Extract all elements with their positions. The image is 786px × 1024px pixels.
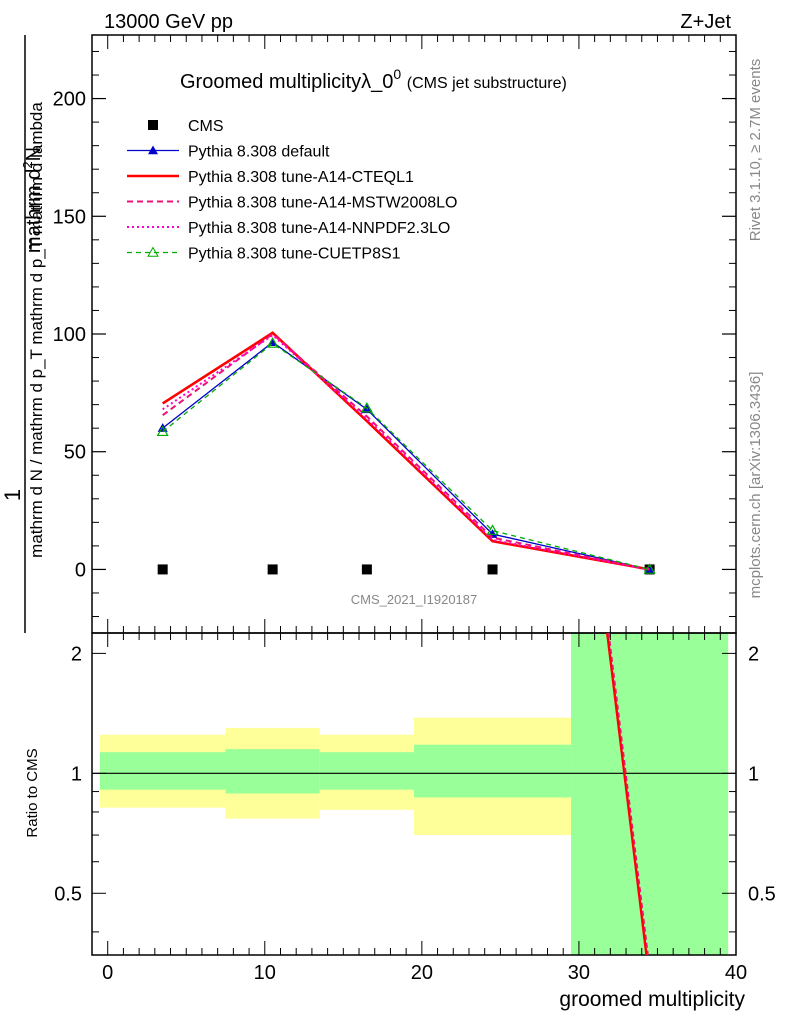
legend-label-0: CMS: [188, 118, 224, 135]
ratio-band-inner: [571, 633, 729, 955]
ratio-y-axis-label: Ratio to CMS: [24, 748, 41, 837]
ratio-y-tick-label-right: 2: [748, 643, 759, 665]
y-tick-label: 200: [53, 89, 86, 111]
y-tick-label: 100: [53, 324, 86, 346]
x-tick-label: 10: [254, 962, 276, 984]
ratio-line-1: [607, 632, 649, 956]
ratio-band-inner: [99, 752, 226, 790]
x-tick-label: 40: [725, 962, 747, 984]
series-marker-5: [156, 425, 169, 437]
ratio-band-inner: [319, 752, 414, 790]
series-line-4: [162, 333, 650, 571]
ratio-plot-frame: [91, 632, 737, 956]
process-label: Z+Jet: [680, 11, 731, 33]
series-marker-5: [266, 337, 279, 348]
ratio-y-tick-label-right: 0.5: [748, 883, 776, 905]
ratio-band-inner: [414, 744, 572, 798]
legend-label-1: Pythia 8.308 default: [188, 144, 330, 161]
main-axis-ticks: 0 50 100 150 200: [53, 35, 737, 633]
plot-title: Groomed multiplicityλ_00 (CMS jet substr…: [180, 66, 567, 93]
x-tick-label: 20: [411, 962, 433, 984]
ratio-y-tick-label: 2: [71, 643, 82, 665]
legend-label-4: Pythia 8.308 tune-A14-NNPDF2.3LO: [188, 220, 450, 237]
series-line-5: [162, 342, 650, 571]
ratio-y-tick-label: 0.5: [54, 883, 82, 905]
legend-marker-0: [148, 120, 158, 130]
x-axis-label: groomed multiplicity: [559, 988, 745, 1011]
legend-label-5: Pythia 8.308 tune-CUETP8S1: [188, 246, 401, 263]
series-marker-5: [643, 563, 656, 574]
cms-data-point: [267, 564, 278, 575]
main-series-lines: [156, 331, 656, 575]
ratio-axis-ticks: 0.5 0.51 12 20 10 20 30 40: [54, 633, 776, 984]
plot-title-sub: (CMS jet substructure): [407, 75, 567, 92]
series-line-3: [162, 332, 650, 571]
y-label-num-d: mathrm d: [23, 169, 45, 253]
ratio-y-tick-label: 1: [71, 763, 82, 785]
legend: CMS Pythia 8.308 default Pythia 8.308 tune…: [127, 118, 457, 263]
series-marker-5: [360, 401, 373, 413]
y-label-num-n: N: [23, 147, 45, 161]
y-tick-label: 0: [75, 559, 86, 581]
series-line-1: [162, 341, 650, 571]
series-marker-5: [486, 524, 499, 535]
cms-data-point: [361, 564, 372, 575]
ratio-bands: [92, 633, 736, 955]
cms-data-point: [487, 564, 498, 575]
x-tick-label: 0: [102, 962, 113, 984]
y-tick-label: 150: [53, 206, 86, 228]
cms-data-point: [157, 564, 168, 575]
y-tick-label: 50: [64, 442, 86, 464]
analysis-watermark: CMS_2021_I1920187: [351, 592, 478, 607]
series-line-2: [161, 331, 650, 571]
y-label-num-sup: 2: [20, 161, 35, 168]
ratio-series-lines: [606, 632, 649, 956]
y-label-prefix: 1: [0, 489, 25, 501]
y-label-denominator: mathrm d N / mathrm d p_T mathrm d p_T m…: [27, 102, 46, 558]
legend-label-2: Pythia 8.308 tune-A14-CTEQL1: [188, 169, 414, 186]
rivet-label: Rivet 3.1.10, ≥ 2.7M events: [747, 59, 764, 242]
plot-title-main: Groomed multiplicityλ_0: [180, 71, 393, 93]
ratio-y-tick-label-right: 1: [748, 763, 759, 785]
plot-title-sup: 0: [393, 66, 401, 82]
main-y-axis-label: 1 mathrm d2N mathrm d N / mathrm d p_T m…: [0, 35, 46, 633]
energy-label: 13000 GeV pp: [104, 11, 233, 33]
legend-marker-5: [147, 246, 159, 257]
legend-marker-1: [148, 145, 158, 155]
ratio-band-inner: [225, 749, 320, 794]
y-label-numerator: mathrm d2N: [20, 147, 45, 253]
ratio-line-0: [606, 632, 648, 956]
legend-label-3: Pythia 8.308 tune-A14-MSTW2008LO: [188, 195, 457, 212]
x-tick-label: 30: [568, 962, 590, 984]
mcplots-label: mcplots.cern.ch [arXiv:1306.3436]: [747, 372, 764, 599]
